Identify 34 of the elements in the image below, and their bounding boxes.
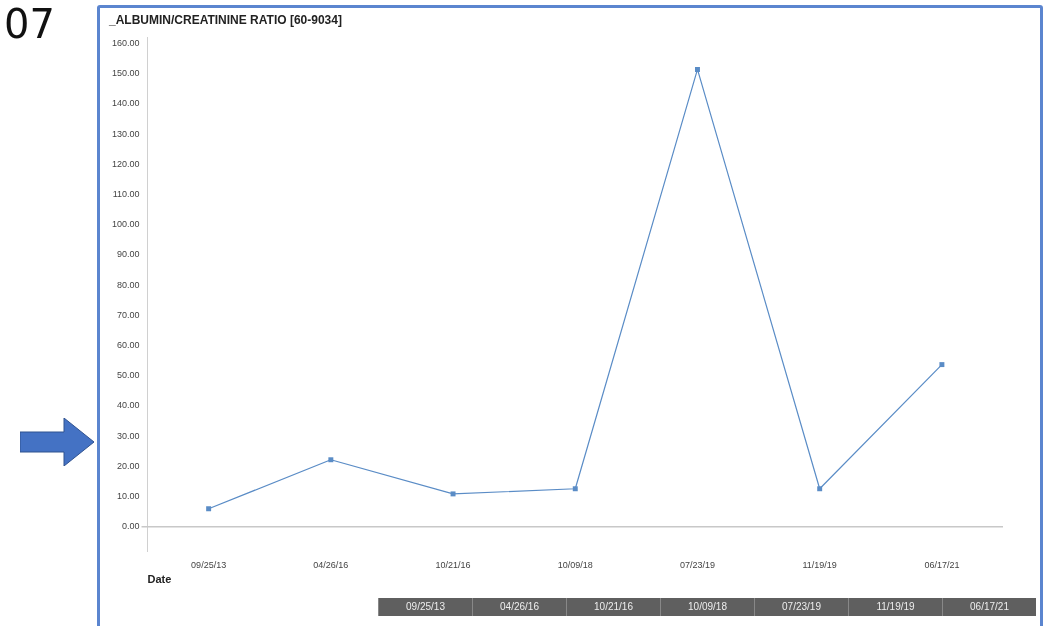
y-tick-label: 80.00 xyxy=(117,279,140,290)
y-tick-label: 50.00 xyxy=(117,370,140,381)
y-tick-label: 140.00 xyxy=(112,98,140,109)
x-tick-label: 10/21/16 xyxy=(435,559,471,570)
y-tick-label: 160.00 xyxy=(112,37,140,48)
category-label: 10/09/18 xyxy=(688,601,727,612)
y-tick-label: 10.00 xyxy=(117,491,140,502)
y-tick-label: 120.00 xyxy=(112,158,140,169)
y-tick-label: 0.00 xyxy=(122,521,140,532)
y-tick-label: 100.00 xyxy=(112,219,140,230)
x-tick-label: 10/09/18 xyxy=(557,559,593,570)
text: 07 xyxy=(4,1,55,47)
y-tick-label: 20.00 xyxy=(117,460,140,471)
category-label: 07/23/19 xyxy=(782,601,821,612)
category-label: 11/19/19 xyxy=(876,601,915,612)
y-tick-label: 70.00 xyxy=(117,309,140,320)
category-label: 10/21/16 xyxy=(594,601,633,612)
y-tick-label: 90.00 xyxy=(117,249,140,260)
y-tick-label: 40.00 xyxy=(117,400,140,411)
category-label: 09/25/13 xyxy=(406,601,445,612)
y-tick-label: 130.00 xyxy=(112,128,140,139)
x-axis-title: Date xyxy=(147,573,172,586)
y-tick-label: 60.00 xyxy=(117,340,140,351)
y-tick-label: 30.00 xyxy=(117,430,140,441)
category-label: 06/17/21 xyxy=(970,601,1009,612)
chart-title: _ALBUMIN/CREATININE RATIO [60-9034] xyxy=(108,12,342,27)
category-label: 04/26/16 xyxy=(500,601,539,612)
x-tick-label: 11/19/19 xyxy=(802,559,837,570)
x-tick-label: 07/23/19 xyxy=(679,559,715,570)
x-tick-label: 04/26/16 xyxy=(313,559,349,570)
y-tick-label: 110.00 xyxy=(112,188,140,199)
y-tick-label: 150.00 xyxy=(112,68,140,79)
x-tick-label: 06/17/21 xyxy=(924,559,960,570)
x-tick-label: 09/25/13 xyxy=(191,559,227,570)
